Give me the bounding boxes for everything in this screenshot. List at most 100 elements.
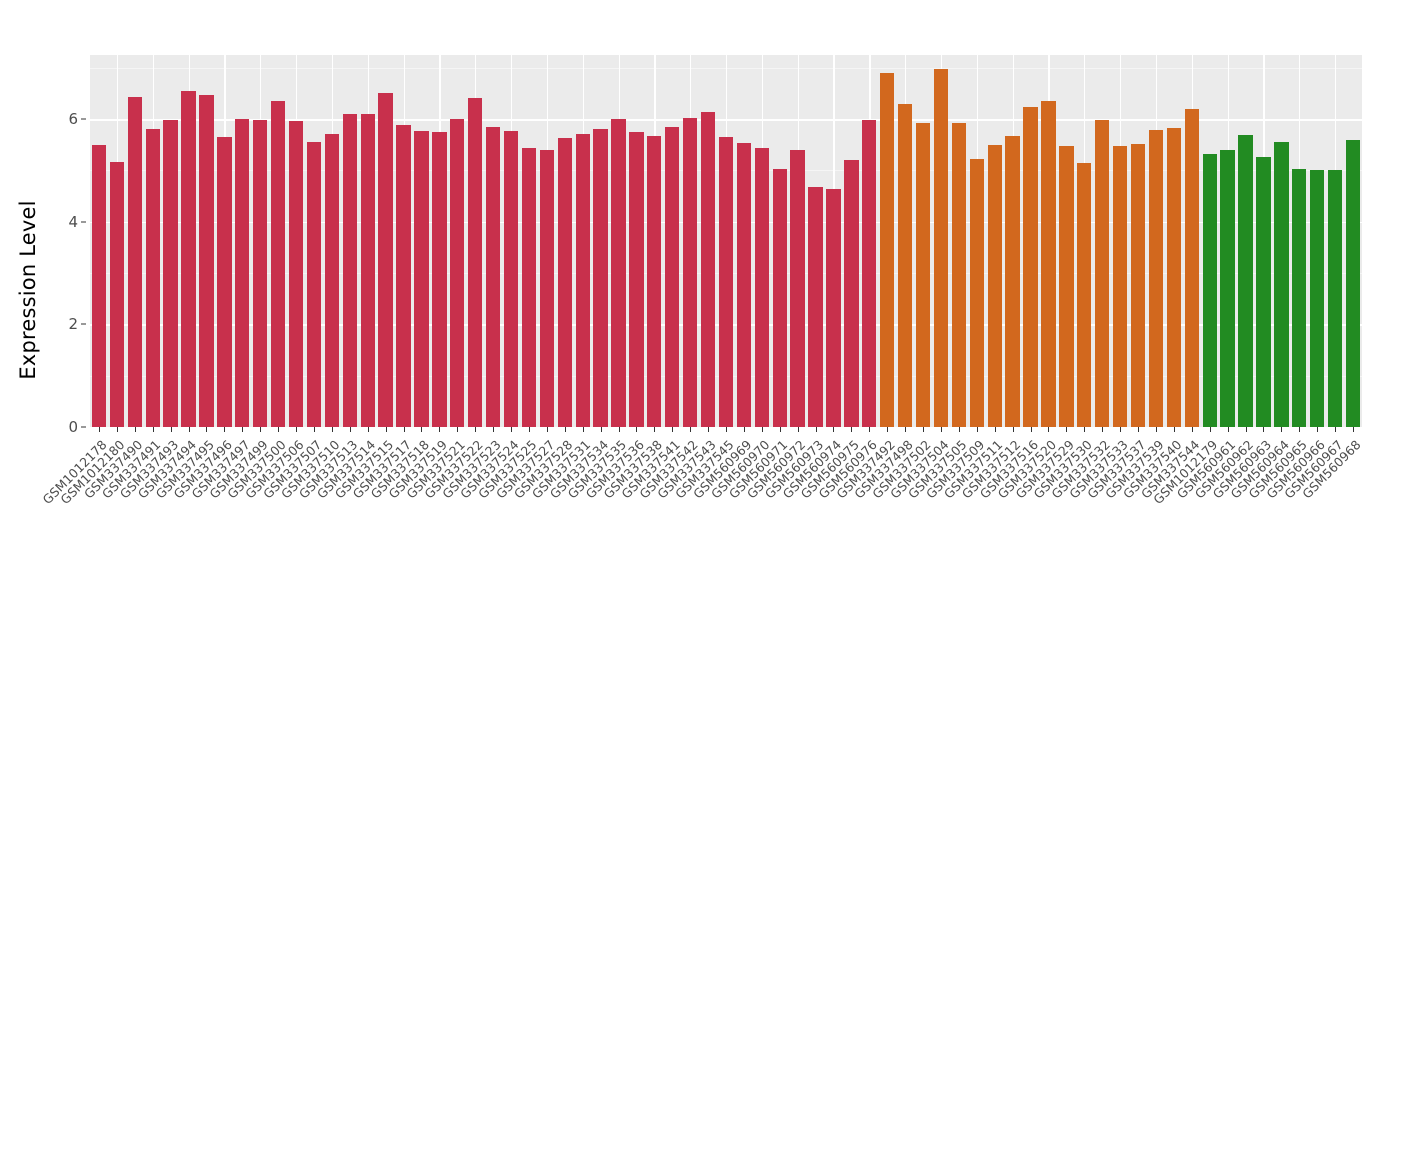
bar[interactable] (754, 148, 769, 427)
bar[interactable] (593, 129, 608, 427)
bar[interactable] (1148, 130, 1164, 427)
x-tick-mark (296, 427, 298, 432)
bar[interactable] (145, 128, 160, 427)
bar[interactable] (611, 119, 626, 427)
x-tick-mark (833, 427, 835, 432)
y-tick-label: 4 (68, 212, 78, 231)
bar[interactable] (1005, 136, 1020, 427)
bar[interactable] (109, 162, 125, 427)
bar[interactable] (468, 97, 483, 427)
bar[interactable] (342, 114, 357, 427)
x-tick-mark (1155, 427, 1157, 432)
y-tick-label: 2 (68, 315, 78, 334)
x-tick-mark (1102, 427, 1104, 432)
bar[interactable] (324, 133, 340, 427)
x-tick-mark (1120, 427, 1122, 432)
x-tick-mark (385, 427, 387, 432)
x-tick-mark (278, 427, 280, 432)
bar[interactable] (915, 122, 931, 427)
bar[interactable] (1327, 169, 1343, 427)
bar[interactable] (288, 121, 304, 427)
x-tick-mark (672, 427, 674, 432)
bar[interactable] (1292, 169, 1307, 427)
bar[interactable] (880, 72, 895, 427)
bar[interactable] (1059, 145, 1074, 427)
bar[interactable] (521, 147, 537, 427)
bar[interactable] (539, 149, 554, 427)
bar[interactable] (790, 149, 805, 427)
bar[interactable] (951, 123, 967, 427)
bar[interactable] (1274, 141, 1289, 427)
bar[interactable] (181, 91, 196, 427)
bar[interactable] (217, 137, 232, 427)
bar[interactable] (1202, 153, 1217, 427)
x-tick-mark (421, 427, 423, 432)
bar[interactable] (1256, 156, 1271, 427)
x-tick-mark (331, 427, 333, 432)
x-axis-tick-marks (90, 427, 1362, 433)
x-tick-mark (1353, 427, 1355, 432)
x-tick-mark (708, 427, 710, 432)
bar[interactable] (1310, 169, 1325, 427)
bar[interactable] (199, 94, 214, 427)
bar[interactable] (718, 136, 734, 427)
bar[interactable] (270, 100, 286, 427)
x-tick-mark (618, 427, 620, 432)
bar[interactable] (1238, 134, 1253, 427)
x-tick-mark (1048, 427, 1050, 432)
bar[interactable] (235, 118, 250, 427)
bar[interactable] (629, 132, 644, 427)
x-tick-mark (349, 427, 351, 432)
x-tick-mark (690, 427, 692, 432)
bar[interactable] (700, 111, 716, 427)
bar[interactable] (933, 69, 949, 427)
bar[interactable] (969, 159, 984, 427)
bar[interactable] (844, 160, 859, 427)
bar[interactable] (1345, 139, 1361, 427)
x-tick-mark (188, 427, 190, 432)
bar[interactable] (485, 126, 501, 427)
bar[interactable] (1041, 101, 1056, 427)
bar[interactable] (163, 120, 178, 427)
bar[interactable] (987, 145, 1002, 427)
bar[interactable] (1184, 108, 1199, 427)
bar[interactable] (557, 138, 572, 427)
bar[interactable] (360, 113, 375, 427)
x-tick-mark (1209, 427, 1211, 432)
bar[interactable] (414, 131, 429, 427)
bar[interactable] (1095, 120, 1110, 427)
bar[interactable] (826, 189, 841, 427)
bar[interactable] (575, 134, 590, 427)
bar[interactable] (432, 132, 447, 427)
bar[interactable] (665, 127, 680, 427)
bar[interactable] (1077, 162, 1092, 427)
bar[interactable] (1220, 149, 1235, 427)
bar[interactable] (306, 142, 322, 427)
bar[interactable] (772, 168, 787, 427)
x-tick-mark (493, 427, 495, 432)
x-tick-mark (1245, 427, 1247, 432)
bar[interactable] (450, 119, 465, 427)
bar[interactable] (253, 120, 268, 427)
bar[interactable] (808, 186, 823, 427)
x-tick-mark (1227, 427, 1229, 432)
bar[interactable] (647, 135, 662, 427)
bar[interactable] (396, 124, 411, 427)
bar[interactable] (1130, 143, 1146, 427)
x-tick-mark (1066, 427, 1068, 432)
x-tick-mark (224, 427, 226, 432)
bar[interactable] (378, 93, 393, 427)
bar[interactable] (862, 120, 877, 427)
bar[interactable] (1166, 127, 1182, 427)
bar[interactable] (683, 118, 698, 427)
x-tick-mark (511, 427, 512, 432)
x-tick-mark (457, 427, 459, 432)
bar[interactable] (897, 103, 913, 427)
bar[interactable] (127, 97, 142, 427)
bar[interactable] (91, 145, 107, 427)
bar[interactable] (503, 130, 519, 427)
bar[interactable] (1023, 106, 1038, 427)
bar[interactable] (1112, 146, 1128, 427)
bar[interactable] (736, 143, 752, 427)
